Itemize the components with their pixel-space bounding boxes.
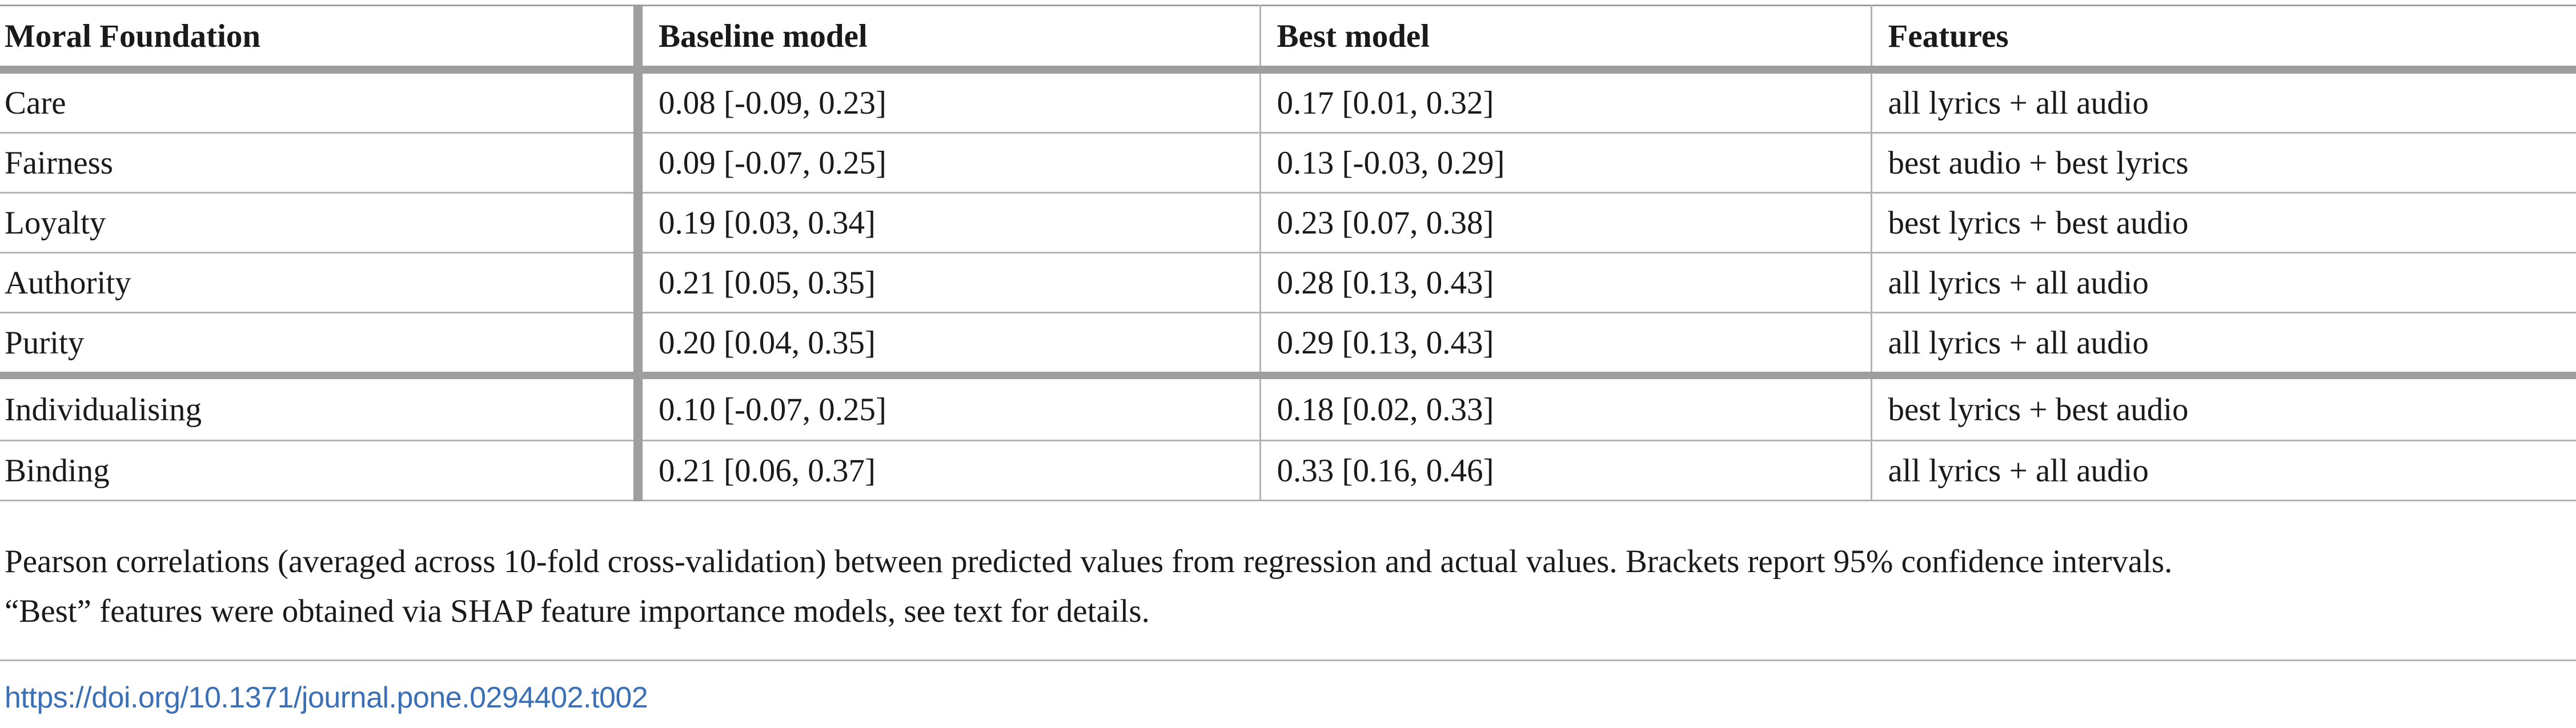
cell-best: 0.29 [0.13, 0.43]	[1260, 312, 1872, 379]
cell-features: all lyrics + all audio	[1871, 312, 2576, 379]
table-row: Care 0.08 [-0.09, 0.23] 0.17 [0.01, 0.32…	[0, 70, 2576, 134]
cell-features: best lyrics + best audio	[1871, 375, 2576, 441]
cell-foundation: Purity	[0, 312, 643, 379]
header-baseline-model: Baseline model	[638, 5, 1261, 74]
table-row: Authority 0.21 [0.05, 0.35] 0.28 [0.13, …	[0, 252, 2576, 313]
cell-baseline: 0.19 [0.03, 0.34]	[638, 192, 1261, 254]
cell-best: 0.28 [0.13, 0.43]	[1260, 252, 1872, 313]
table-header-row: Moral Foundation Baseline model Best mod…	[0, 5, 2576, 74]
table-row: Individualising 0.10 [-0.07, 0.25] 0.18 …	[0, 375, 2576, 441]
cell-features: all lyrics + all audio	[1871, 252, 2576, 313]
doi-link[interactable]: https://doi.org/10.1371/journal.pone.029…	[5, 681, 648, 714]
cell-features: all lyrics + all audio	[1871, 440, 2576, 501]
cell-best: 0.18 [0.02, 0.33]	[1260, 375, 1872, 441]
cell-baseline: 0.08 [-0.09, 0.23]	[638, 70, 1261, 134]
cell-foundation: Care	[0, 70, 643, 134]
cell-features: best lyrics + best audio	[1871, 192, 2576, 254]
cell-baseline: 0.21 [0.06, 0.37]	[638, 440, 1261, 501]
cell-foundation: Loyalty	[0, 192, 643, 254]
table-row: Binding 0.21 [0.06, 0.37] 0.33 [0.16, 0.…	[0, 440, 2576, 501]
footnote-line-2: “Best” features were obtained via SHAP f…	[5, 593, 1150, 629]
cell-foundation: Binding	[0, 440, 643, 501]
cell-foundation: Authority	[0, 252, 643, 313]
cell-baseline: 0.21 [0.05, 0.35]	[638, 252, 1261, 313]
header-features: Features	[1871, 5, 2576, 74]
cell-foundation: Fairness	[0, 132, 643, 194]
results-table: Moral Foundation Baseline model Best mod…	[0, 5, 2576, 501]
table-footnote: Pearson correlations (averaged across 10…	[5, 537, 2563, 636]
doi-divider	[0, 659, 2576, 661]
header-best-model: Best model	[1260, 5, 1872, 74]
cell-best: 0.17 [0.01, 0.32]	[1260, 70, 1872, 134]
cell-best: 0.33 [0.16, 0.46]	[1260, 440, 1872, 501]
table-row: Loyalty 0.19 [0.03, 0.34] 0.23 [0.07, 0.…	[0, 192, 2576, 254]
cell-features: all lyrics + all audio	[1871, 70, 2576, 134]
table-row: Fairness 0.09 [-0.07, 0.25] 0.13 [-0.03,…	[0, 132, 2576, 194]
cell-baseline: 0.10 [-0.07, 0.25]	[638, 375, 1261, 441]
header-moral-foundation: Moral Foundation	[0, 5, 643, 74]
cell-foundation: Individualising	[0, 375, 643, 441]
cell-features: best audio + best lyrics	[1871, 132, 2576, 194]
footnote-line-1: Pearson correlations (averaged across 10…	[5, 544, 2173, 580]
cell-baseline: 0.20 [0.04, 0.35]	[638, 312, 1261, 379]
table-row: Purity 0.20 [0.04, 0.35] 0.29 [0.13, 0.4…	[0, 312, 2576, 379]
cell-baseline: 0.09 [-0.07, 0.25]	[638, 132, 1261, 194]
cell-best: 0.23 [0.07, 0.38]	[1260, 192, 1872, 254]
cell-best: 0.13 [-0.03, 0.29]	[1260, 132, 1872, 194]
